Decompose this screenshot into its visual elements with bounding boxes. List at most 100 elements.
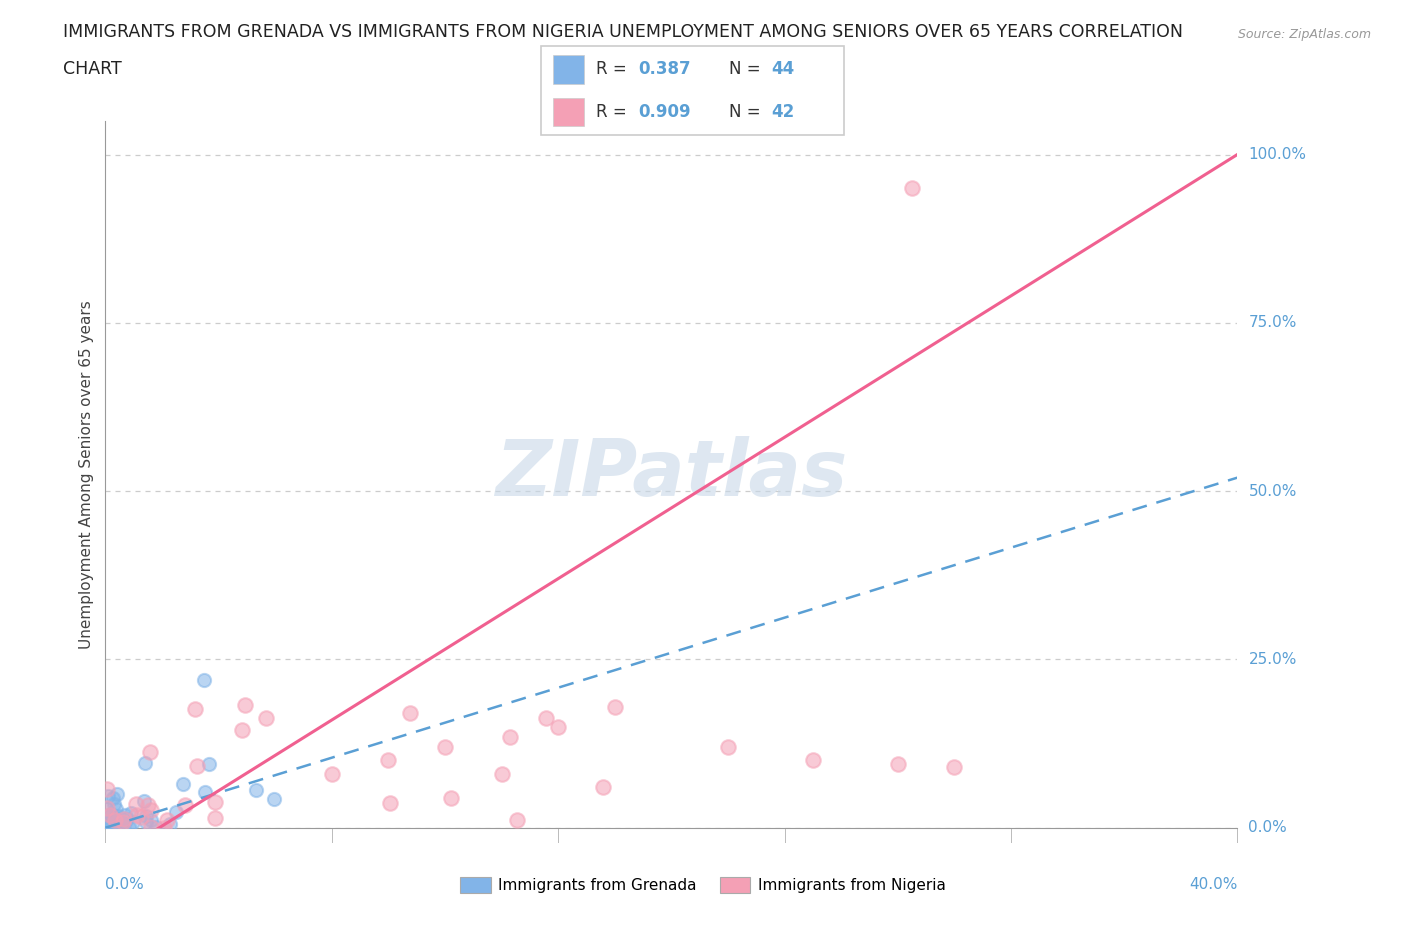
Point bbox=[156, 813, 179, 828]
Point bbox=[399, 706, 422, 721]
Point bbox=[105, 811, 128, 826]
Point bbox=[433, 739, 456, 754]
Point bbox=[98, 808, 121, 823]
Point bbox=[127, 808, 149, 823]
Point bbox=[233, 698, 256, 712]
Point bbox=[103, 791, 125, 806]
Text: 0.387: 0.387 bbox=[638, 60, 690, 78]
Text: R =: R = bbox=[596, 103, 631, 121]
Point bbox=[254, 711, 277, 725]
Point bbox=[98, 807, 121, 822]
Point bbox=[118, 819, 141, 834]
Point bbox=[592, 780, 614, 795]
Point bbox=[107, 809, 129, 824]
Point bbox=[132, 793, 155, 808]
Point bbox=[534, 711, 557, 725]
Point bbox=[377, 753, 399, 768]
Point bbox=[193, 672, 215, 687]
Point bbox=[125, 796, 148, 811]
Text: 75.0%: 75.0% bbox=[1249, 315, 1296, 330]
Point bbox=[97, 789, 120, 804]
Point bbox=[104, 810, 127, 825]
Point bbox=[105, 787, 128, 802]
Point bbox=[103, 814, 125, 829]
Point bbox=[96, 818, 118, 833]
Point bbox=[139, 819, 162, 834]
Point bbox=[120, 805, 142, 820]
Point bbox=[104, 817, 127, 831]
Point bbox=[94, 815, 117, 830]
Y-axis label: Unemployment Among Seniors over 65 years: Unemployment Among Seniors over 65 years bbox=[79, 300, 94, 649]
Point bbox=[98, 815, 121, 830]
Point bbox=[153, 820, 176, 835]
Text: N =: N = bbox=[728, 103, 766, 121]
Point bbox=[263, 791, 285, 806]
Point bbox=[173, 797, 195, 812]
Point bbox=[96, 809, 118, 824]
Point bbox=[165, 804, 187, 819]
Text: 25.0%: 25.0% bbox=[1249, 652, 1296, 667]
Text: IMMIGRANTS FROM GRENADA VS IMMIGRANTS FROM NIGERIA UNEMPLOYMENT AMONG SENIORS OV: IMMIGRANTS FROM GRENADA VS IMMIGRANTS FR… bbox=[63, 23, 1184, 41]
Text: 100.0%: 100.0% bbox=[1249, 147, 1306, 162]
Point bbox=[114, 807, 136, 822]
Text: R =: R = bbox=[596, 60, 631, 78]
Point bbox=[96, 801, 118, 816]
Point bbox=[139, 813, 162, 828]
Text: N =: N = bbox=[728, 60, 766, 78]
Point bbox=[103, 796, 125, 811]
Point bbox=[145, 819, 167, 834]
Point bbox=[491, 766, 513, 781]
Text: 0.0%: 0.0% bbox=[105, 877, 145, 892]
Point bbox=[186, 759, 208, 774]
Point bbox=[135, 815, 157, 830]
Point bbox=[204, 811, 226, 826]
Text: CHART: CHART bbox=[63, 60, 122, 78]
Point bbox=[98, 817, 121, 832]
Point bbox=[184, 702, 207, 717]
Point bbox=[104, 813, 127, 828]
Point bbox=[506, 812, 529, 827]
Point bbox=[129, 810, 152, 825]
Point bbox=[100, 806, 122, 821]
Point bbox=[245, 782, 267, 797]
FancyBboxPatch shape bbox=[541, 46, 844, 135]
Point bbox=[378, 795, 401, 810]
Point bbox=[108, 813, 131, 828]
Point bbox=[112, 812, 135, 827]
Text: 40.0%: 40.0% bbox=[1189, 877, 1237, 892]
Point bbox=[134, 755, 156, 770]
Point bbox=[111, 815, 134, 830]
Point bbox=[136, 798, 159, 813]
Point bbox=[122, 815, 145, 830]
Point bbox=[547, 719, 569, 734]
Point bbox=[100, 816, 122, 830]
Text: 0.0%: 0.0% bbox=[1249, 820, 1286, 835]
Point bbox=[112, 817, 135, 831]
Bar bbox=[554, 56, 583, 84]
Text: Source: ZipAtlas.com: Source: ZipAtlas.com bbox=[1237, 28, 1371, 41]
Point bbox=[117, 812, 139, 827]
Point bbox=[198, 757, 221, 772]
Point bbox=[135, 808, 157, 823]
Text: 0.909: 0.909 bbox=[638, 103, 690, 121]
Point bbox=[96, 782, 118, 797]
Text: 50.0%: 50.0% bbox=[1249, 484, 1296, 498]
Point bbox=[231, 723, 253, 737]
Point bbox=[717, 739, 740, 754]
Point bbox=[901, 180, 924, 195]
Point bbox=[172, 777, 194, 791]
Point bbox=[159, 817, 181, 831]
Point bbox=[107, 814, 129, 829]
Point bbox=[204, 795, 226, 810]
Legend: Immigrants from Grenada, Immigrants from Nigeria: Immigrants from Grenada, Immigrants from… bbox=[454, 870, 952, 899]
Text: 44: 44 bbox=[770, 60, 794, 78]
Point bbox=[801, 753, 824, 768]
Point bbox=[139, 745, 162, 760]
Bar bbox=[554, 98, 583, 126]
Point bbox=[499, 730, 522, 745]
Point bbox=[440, 791, 463, 806]
Text: 42: 42 bbox=[770, 103, 794, 121]
Point bbox=[110, 820, 132, 835]
Point bbox=[96, 802, 118, 817]
Point bbox=[105, 802, 128, 817]
